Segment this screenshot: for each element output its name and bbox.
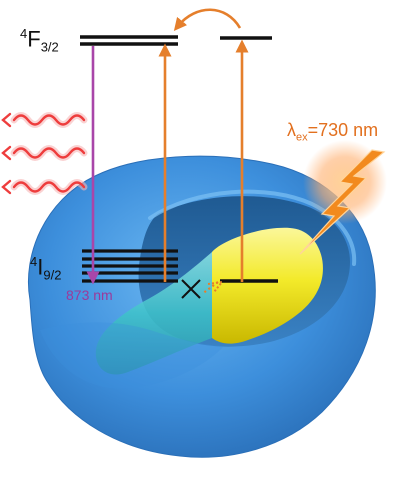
upper-level-label: 4F3/2 — [20, 26, 59, 55]
excitation-wavelength-label: λex=730 nm — [287, 120, 379, 144]
emission-wave-icon — [1, 112, 88, 195]
lower-level-label: 4I9/2 — [30, 254, 62, 283]
blocked-transfer-line — [201, 281, 219, 295]
blocked-transfer-arrowhead — [207, 280, 225, 293]
shell-front-lip — [40, 322, 224, 389]
emission-wavelength-label: 873 nm — [66, 287, 113, 303]
lightning-bolt-icon — [299, 149, 386, 255]
energy-transfer-arrow — [173, 8, 242, 32]
silica-rod-segment — [95, 252, 212, 375]
shell-rim — [148, 189, 357, 266]
cross-mark-icon — [181, 279, 201, 299]
gold-nanorod — [212, 227, 323, 344]
